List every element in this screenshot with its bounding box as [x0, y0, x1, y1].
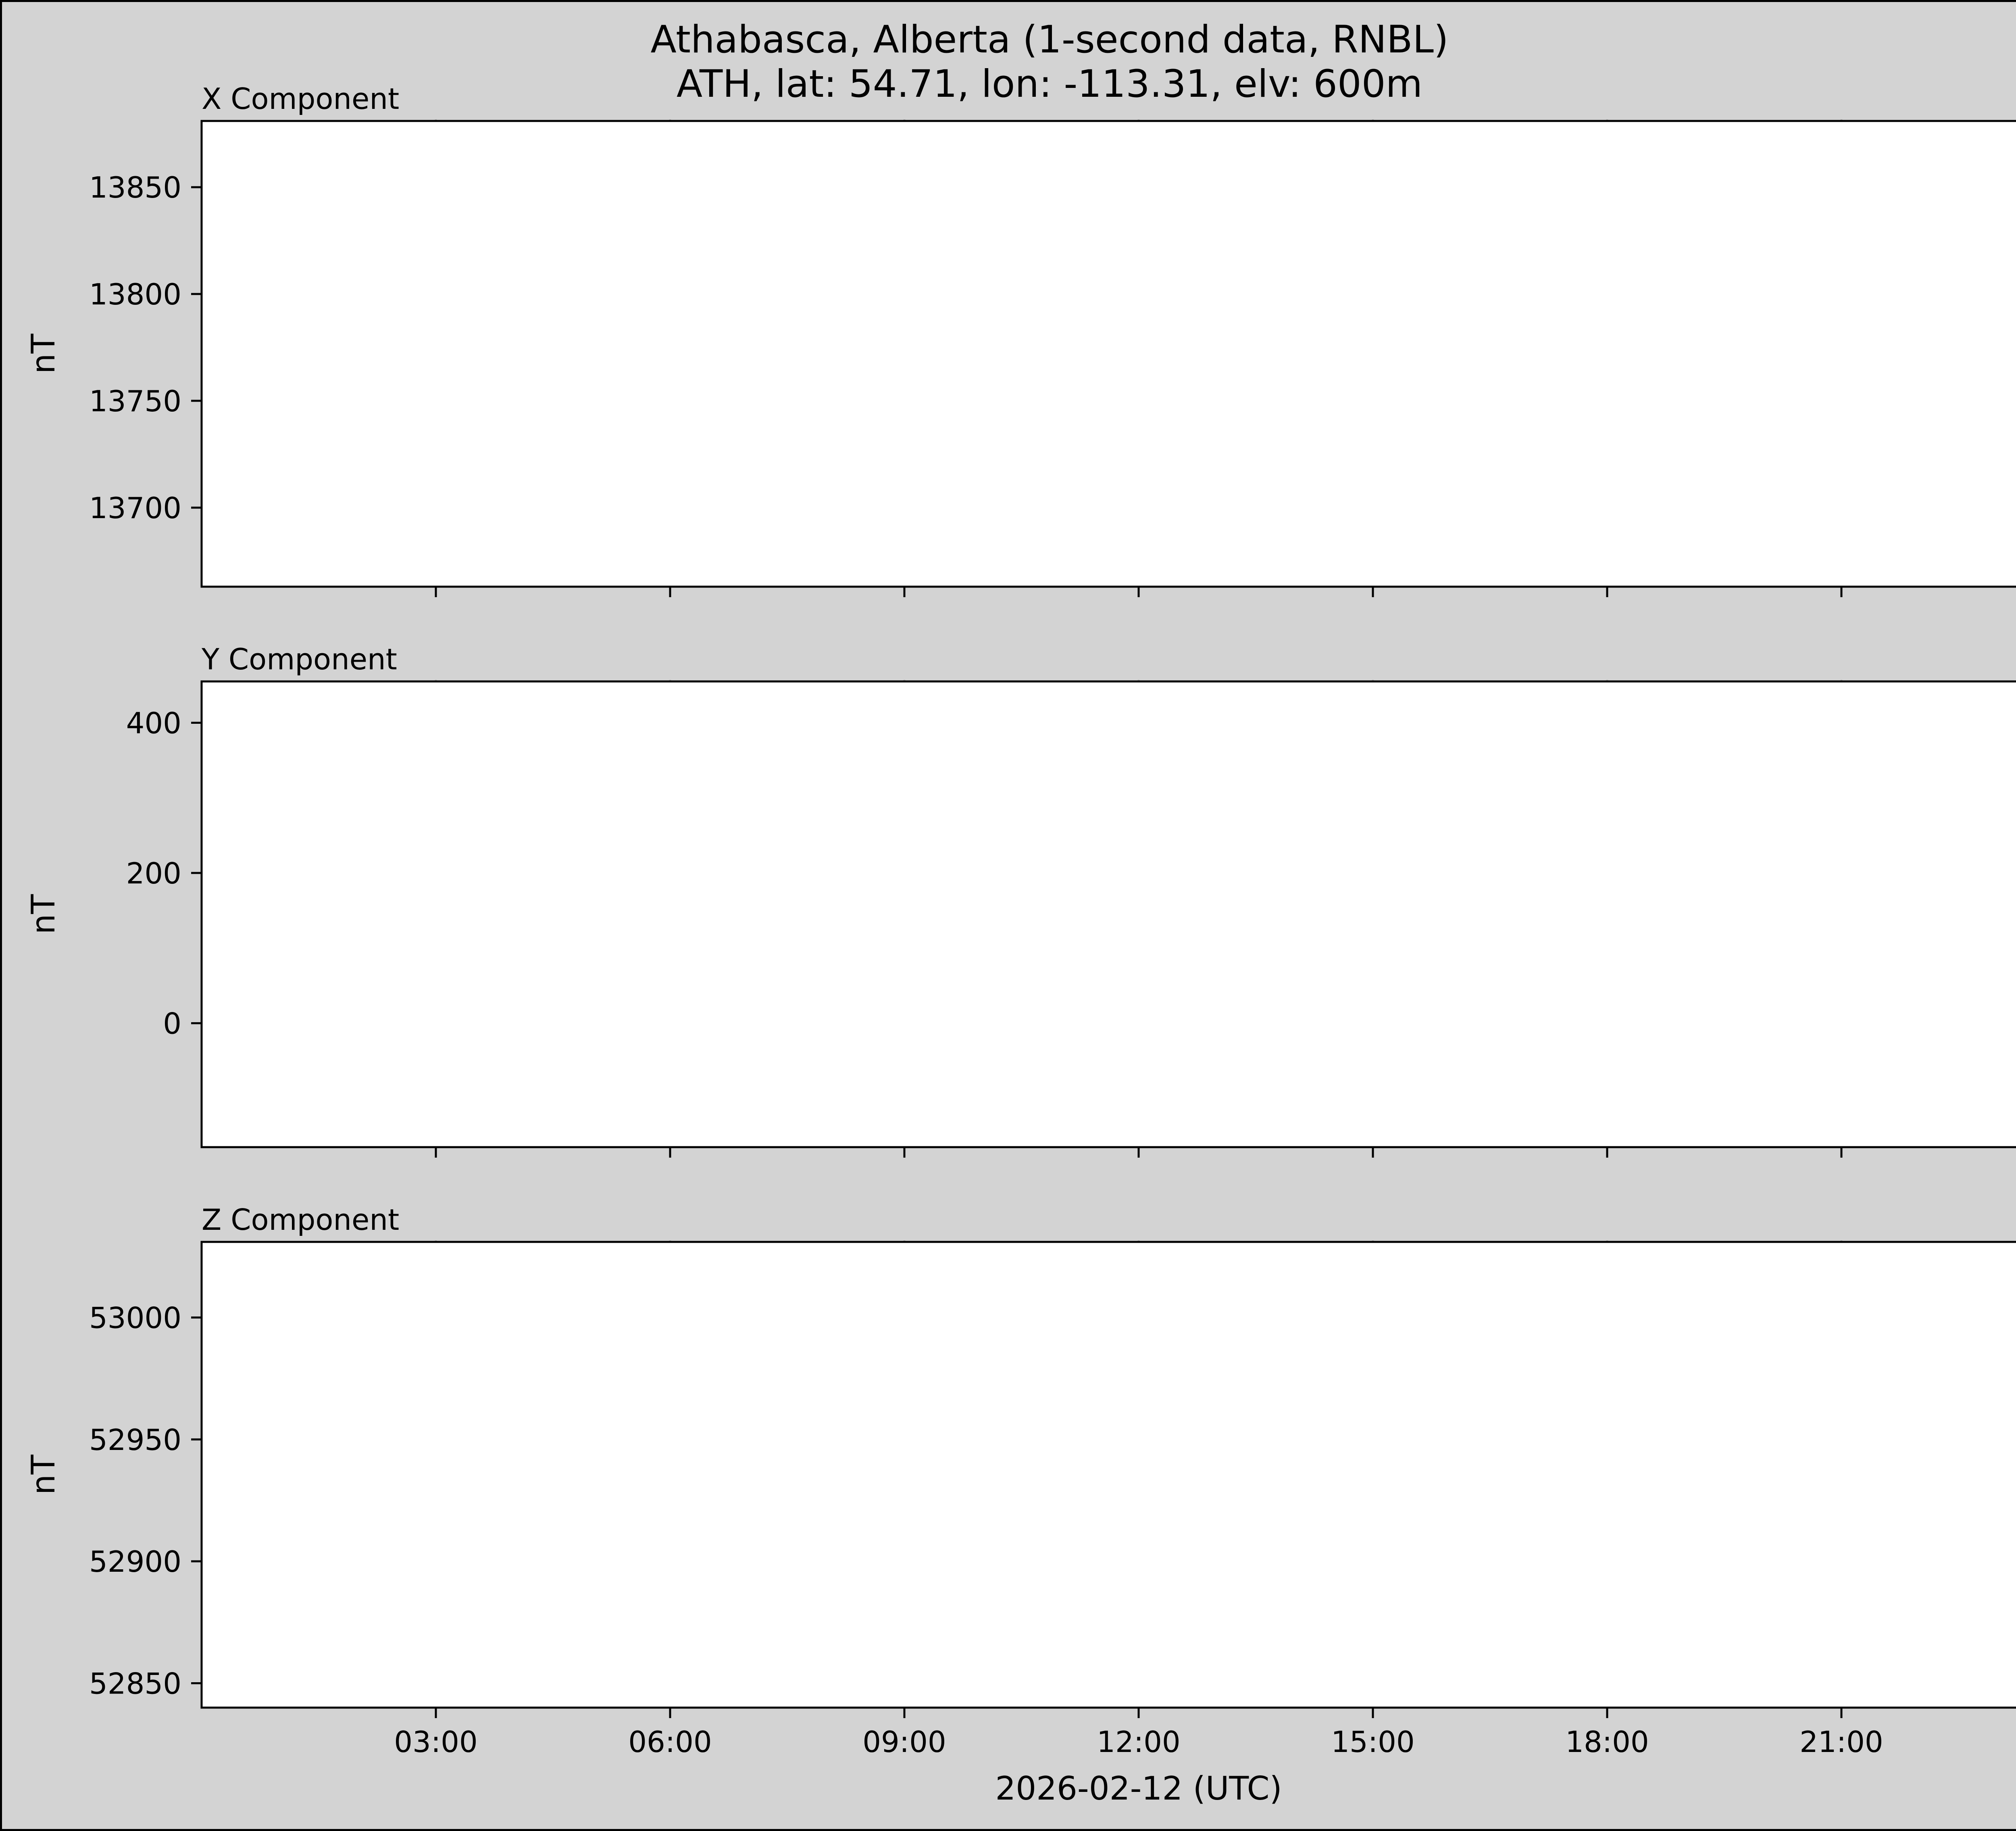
figure-title-line2: ATH, lat: 54.71, lon: -113.31, elv: 600m: [677, 62, 1422, 106]
x-ytick-label: 13850: [89, 171, 181, 204]
x-ytick-label: 13800: [89, 277, 181, 311]
z-xtick-label: 09:00: [862, 1725, 946, 1759]
y-ytick-label: 400: [126, 706, 181, 740]
y-axes-frame: [200, 680, 2016, 1148]
x-ytick-label: 13750: [89, 384, 181, 418]
x-component-panel: X Component 13700 13750 13800 13850 nT: [25, 82, 2016, 597]
z-ytick-label: 52900: [89, 1545, 181, 1579]
z-xtick-label: 15:00: [1331, 1725, 1415, 1759]
z-panel-title: Z Component: [202, 1203, 399, 1237]
z-xtick-label: 03:00: [394, 1725, 478, 1759]
y-panel-title: Y Component: [201, 642, 397, 676]
x-panel-title: X Component: [202, 82, 399, 116]
z-ytick-label: 52950: [89, 1423, 181, 1457]
y-y-axis-label: nT: [25, 894, 62, 935]
figure-title-line1: Athabasca, Alberta (1-second data, RNBL): [650, 18, 1448, 62]
z-y-axis-label: nT: [25, 1454, 62, 1495]
x-axes-frame: [200, 120, 2016, 588]
z-ytick-label: 53000: [89, 1301, 181, 1335]
z-xtick-label: 12:00: [1097, 1725, 1181, 1759]
y-ytick-label: 200: [126, 856, 181, 890]
x-axis-label: 2026-02-12 (UTC): [995, 1770, 1282, 1807]
x-ytick-label: 13700: [89, 491, 181, 525]
x-y-axis-label: nT: [25, 333, 62, 374]
z-xtick-label: 06:00: [628, 1725, 712, 1759]
y-ytick-label: 0: [163, 1007, 181, 1041]
z-axes-frame: [200, 1241, 2016, 1709]
z-xtick-label: 18:00: [1565, 1725, 1649, 1759]
z-xtick-label: 21:00: [1799, 1725, 1883, 1759]
y-component-panel: Y Component 0 200 400 nT: [25, 642, 2016, 1158]
z-component-panel: Z Component 52850 52900 52950 53000 03:00 06:0…: [25, 1203, 2016, 1759]
z-ytick-label: 52850: [89, 1667, 181, 1701]
